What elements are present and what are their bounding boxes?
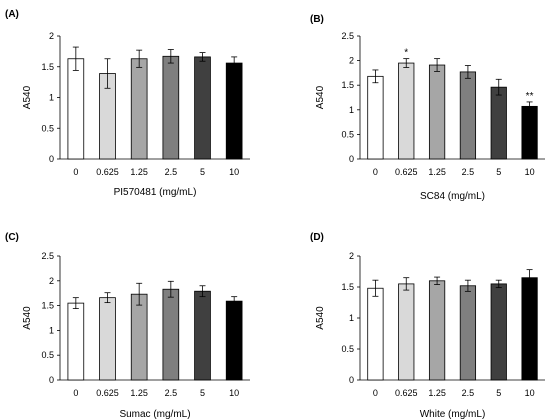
- bar-5: [194, 56, 211, 160]
- x-axis-title: PI570481 (mg/mL): [114, 187, 197, 198]
- y-axis-title: A540: [315, 306, 326, 330]
- y-tick-label: 0.5: [41, 123, 54, 133]
- x-tick-label: 5: [496, 167, 501, 177]
- y-axis-title: A540: [315, 85, 326, 109]
- bar-0: [67, 58, 85, 160]
- x-tick-label: 2.5: [165, 167, 178, 177]
- x-tick-label: 0: [373, 388, 378, 398]
- chart-panel-2: (C) 0 0.5 1 1.5 2 2.5 A540 0 0.625 1.25 2.5 5 10 Sumac…: [5, 232, 250, 420]
- y-tick-label: 0.5: [341, 344, 354, 354]
- bar-5: [490, 283, 507, 381]
- x-tick-label: 0: [373, 167, 378, 177]
- y-tick-label: 1.5: [341, 80, 354, 90]
- x-tick-label: 1.25: [428, 167, 446, 177]
- x-tick-label: 10: [525, 388, 535, 398]
- y-tick-label: 0: [49, 154, 54, 164]
- x-axis-title: SC84 (mg/mL): [420, 191, 485, 202]
- bar-2.5: [459, 285, 477, 381]
- y-tick-label: 0.5: [41, 350, 54, 360]
- panel-label: (B): [310, 14, 324, 25]
- bar-0: [367, 75, 384, 160]
- x-tick-label: 0.625: [96, 388, 119, 398]
- y-tick-label: 2.5: [341, 31, 354, 41]
- bar-1.25: [130, 58, 148, 160]
- x-tick-label: 0.625: [395, 388, 418, 398]
- x-tick-label: 10: [229, 167, 239, 177]
- x-tick-label: 2.5: [462, 388, 475, 398]
- x-tick-label: 1.25: [130, 388, 148, 398]
- y-tick-label: 2: [49, 276, 54, 286]
- bar-10: [225, 300, 243, 381]
- x-axis-title: Sumac (mg/mL): [119, 409, 190, 420]
- y-tick-label: 0.5: [341, 129, 354, 139]
- bar-10: [521, 105, 538, 160]
- y-tick-label: 0: [349, 375, 354, 385]
- x-tick-label: 5: [200, 388, 205, 398]
- y-tick-label: 0: [49, 375, 54, 385]
- chart-panel-3: (D) 0 0.5 1 1.5 2 A540 0 0.625 1.25 2.5 5 10 White (m…: [310, 232, 545, 420]
- chart-panel-1: (B) 0 0.5 1 1.5 2 2.5 A540 0 * 0.625 1.25 2.5 5 ** 10 SC…: [310, 14, 545, 202]
- y-tick-label: 2: [49, 31, 54, 41]
- y-tick-label: 2.5: [41, 251, 54, 261]
- bar-0.625: [398, 62, 415, 160]
- panel-label: (C): [5, 232, 19, 243]
- panel-label: (A): [5, 9, 19, 20]
- y-tick-label: 2: [349, 56, 354, 66]
- x-tick-label: 5: [200, 167, 205, 177]
- x-tick-label: 0.625: [96, 167, 119, 177]
- x-tick-label: 10: [229, 388, 239, 398]
- x-tick-label: 0: [73, 167, 78, 177]
- y-tick-label: 0: [349, 154, 354, 164]
- x-tick-label: 2.5: [462, 167, 475, 177]
- bar-5: [194, 290, 211, 381]
- bar-0.625: [398, 283, 415, 381]
- panel-label: (D): [310, 232, 324, 243]
- x-tick-label: 10: [525, 167, 535, 177]
- bar-2.5: [162, 288, 180, 381]
- bar-10: [521, 277, 538, 381]
- bar-0.625: [99, 297, 116, 381]
- significance-marker: **: [526, 91, 534, 102]
- y-tick-label: 1: [49, 93, 54, 103]
- x-tick-label: 1.25: [130, 167, 148, 177]
- x-axis-title: White (mg/mL): [420, 409, 486, 420]
- y-axis-title: A540: [22, 85, 33, 109]
- chart-panel-0: (A) 0 0.5 1 1.5 2 A540 0 0.625 1.25 2.5 5 10 PI570481…: [5, 9, 250, 198]
- bar-1.25: [130, 293, 148, 381]
- x-tick-label: 1.25: [428, 388, 446, 398]
- y-tick-label: 1: [49, 325, 54, 335]
- y-tick-label: 2: [349, 251, 354, 261]
- y-tick-label: 1.5: [41, 62, 54, 72]
- y-tick-label: 1: [349, 313, 354, 323]
- x-tick-label: 2.5: [165, 388, 178, 398]
- bar-0: [67, 302, 85, 381]
- bar-5: [490, 86, 507, 160]
- bar-2.5: [459, 71, 477, 160]
- bar-2.5: [162, 55, 180, 160]
- bar-1.25: [428, 280, 446, 381]
- bar-0: [367, 287, 384, 381]
- bar-10: [225, 62, 243, 160]
- y-tick-label: 1.5: [41, 301, 54, 311]
- y-axis-title: A540: [22, 306, 33, 330]
- bar-1.25: [428, 64, 446, 160]
- y-tick-label: 1.5: [341, 282, 354, 292]
- significance-marker: *: [404, 48, 408, 59]
- y-tick-label: 1: [349, 105, 354, 115]
- x-tick-label: 0.625: [395, 167, 418, 177]
- x-tick-label: 0: [73, 388, 78, 398]
- x-tick-label: 5: [496, 388, 501, 398]
